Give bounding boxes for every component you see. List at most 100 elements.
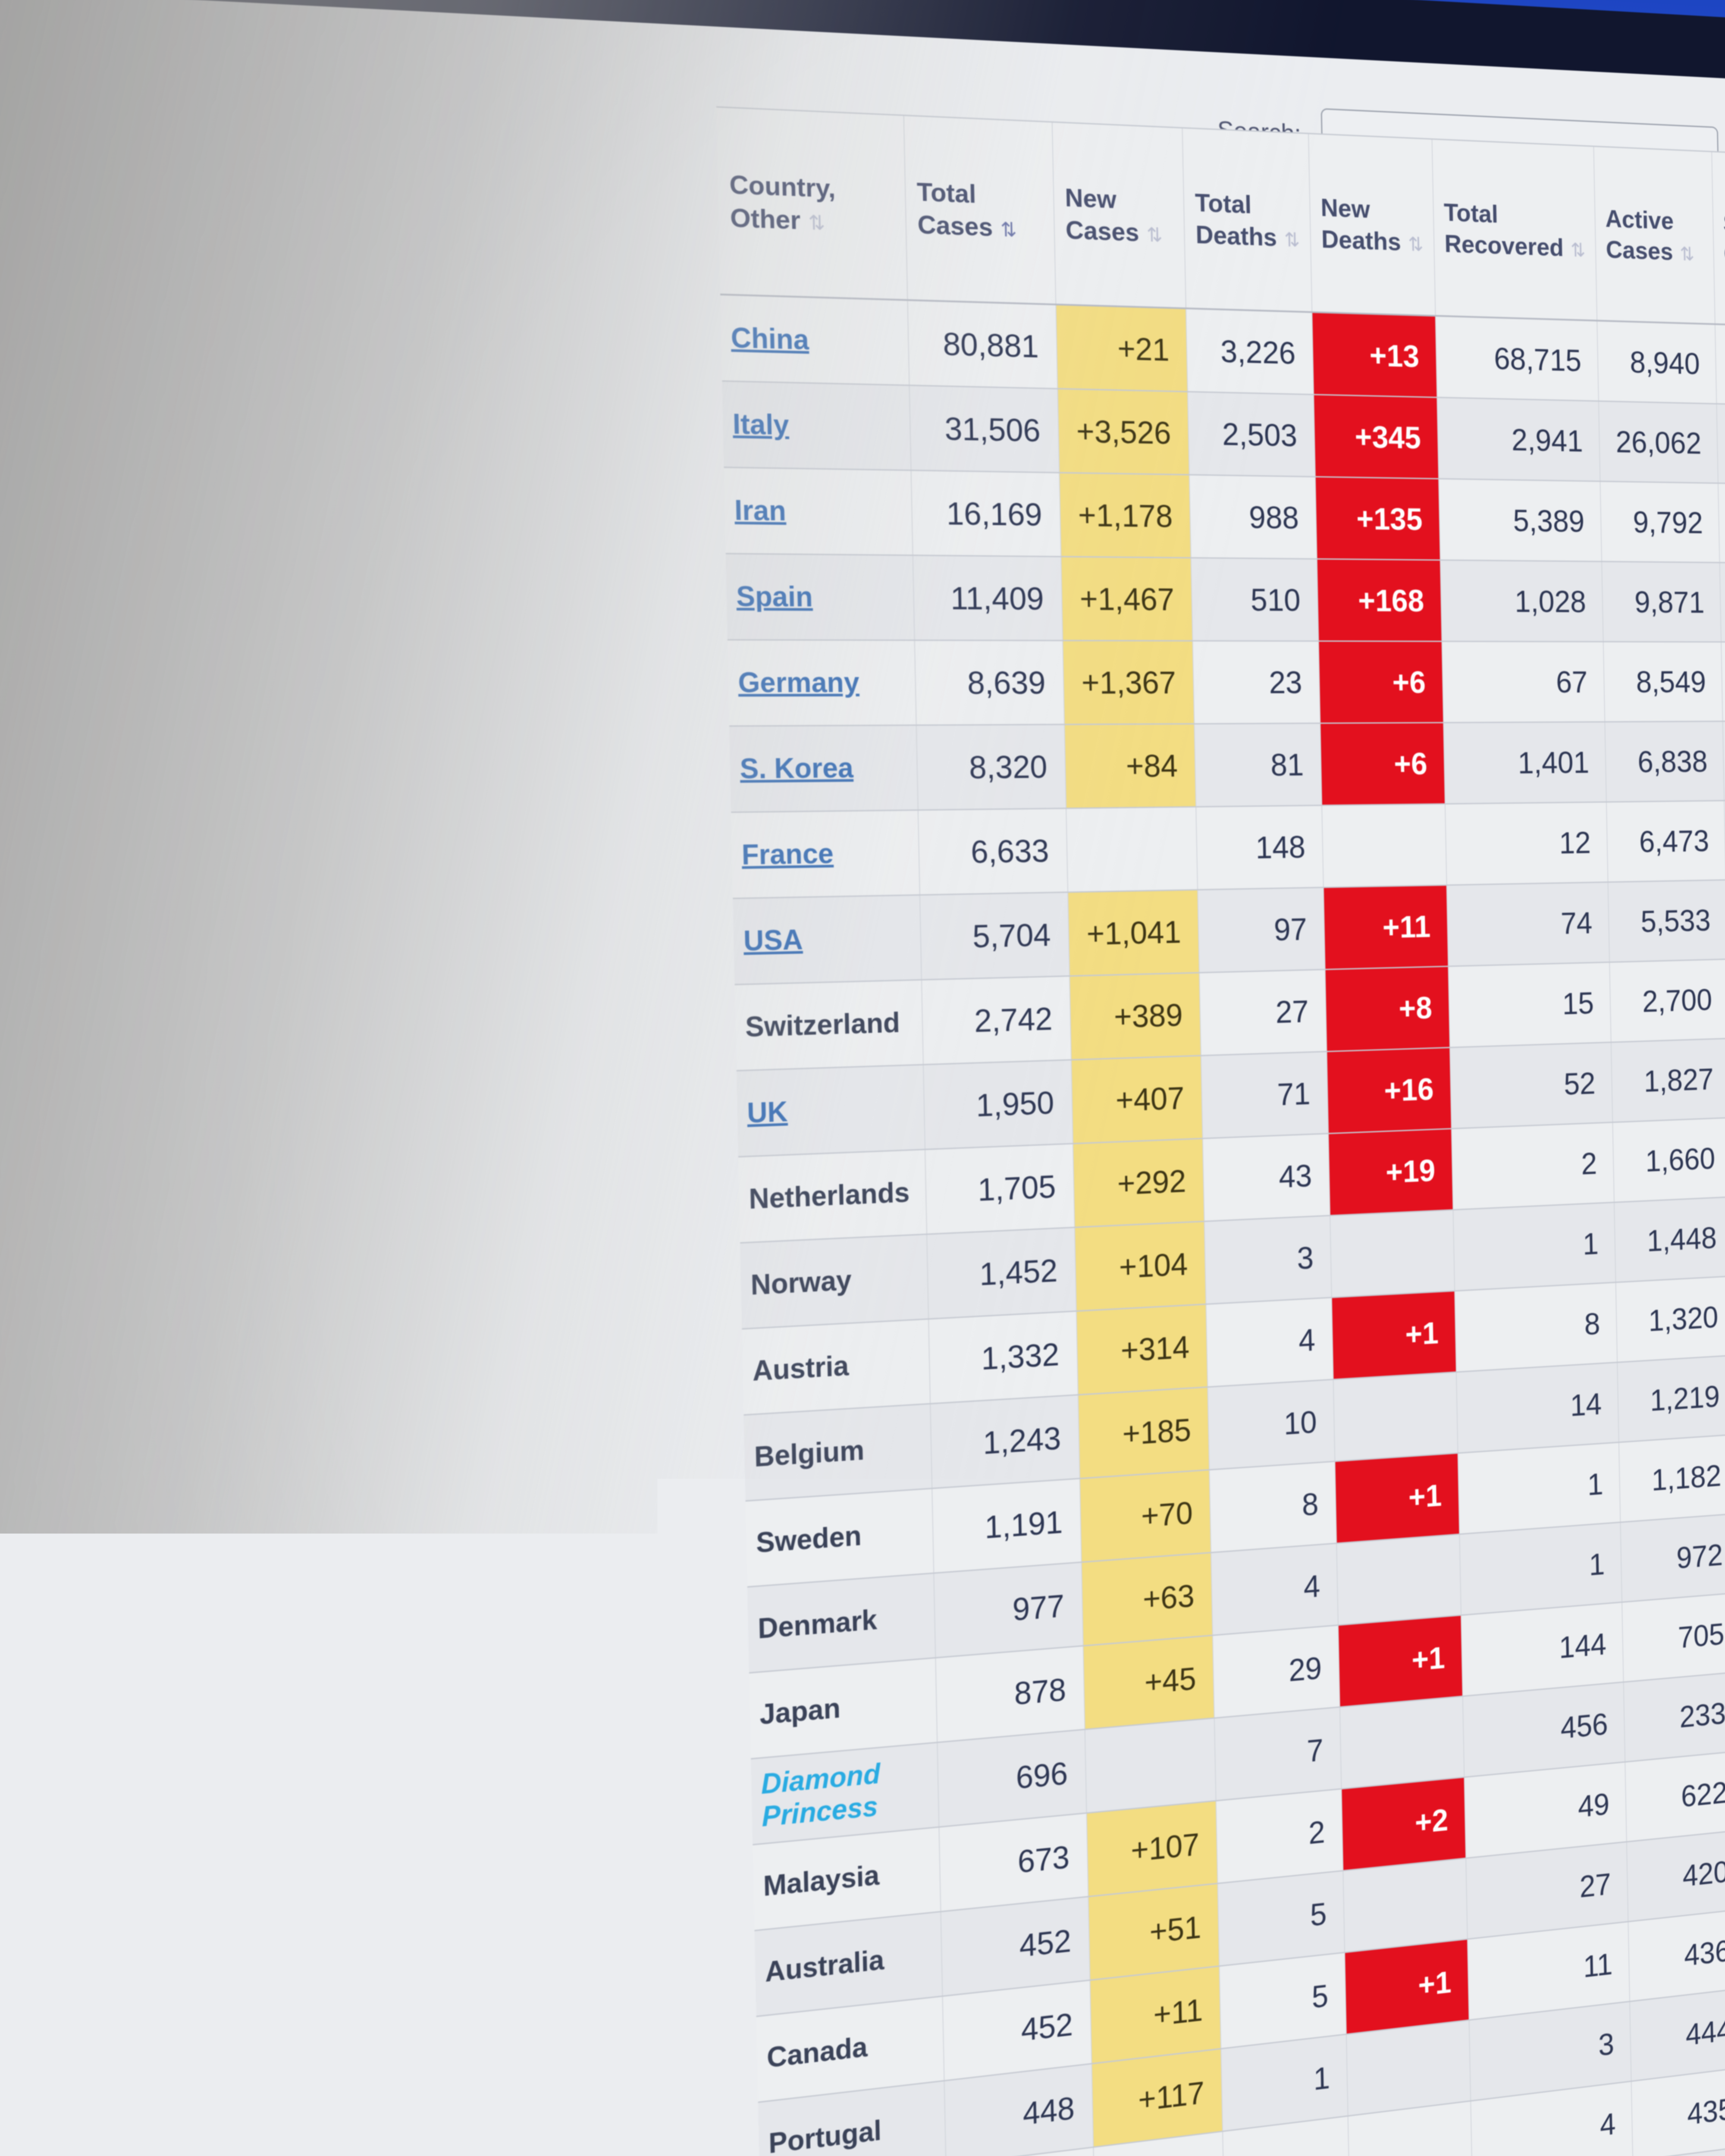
sort-icon[interactable]: ⇅ xyxy=(808,211,825,234)
recovered-cell: 1 xyxy=(1453,1202,1615,1291)
new-cases-cell: +104 xyxy=(1075,1221,1206,1311)
sort-icon[interactable]: ⇅ xyxy=(1284,229,1300,251)
browser-tab-chocolatey[interactable]: Chocolat xyxy=(1462,0,1598,2)
country-link[interactable]: S. Korea xyxy=(740,752,853,785)
country-label: Portugal xyxy=(768,2115,882,2156)
sort-icon[interactable]: ⇅ xyxy=(1408,233,1424,255)
recovered-cell: 1 xyxy=(1458,1442,1620,1534)
active-cell: 1,448 xyxy=(1614,1197,1725,1282)
cases-cell: 16,169 xyxy=(911,470,1061,557)
country-cell: Spain xyxy=(726,554,915,640)
column-header-label: New Cases xyxy=(1065,183,1139,247)
active-cell: 6,838 xyxy=(1605,721,1724,802)
column-header-new_deaths[interactable]: New Deaths ⇅ xyxy=(1308,134,1435,316)
new-deaths-cell: +11 xyxy=(1324,885,1448,970)
deaths-cell: 5 xyxy=(1218,1871,1345,1966)
deaths-cell: 1 xyxy=(1221,2034,1348,2131)
country-cell: Japan xyxy=(749,1658,937,1759)
active-cell: 6,473 xyxy=(1606,801,1725,882)
new-cases-cell: +117 xyxy=(1091,2049,1223,2147)
country-label: Denmark xyxy=(758,1604,878,1645)
deaths-cell: 510 xyxy=(1191,558,1319,641)
active-cell: 26,062 xyxy=(1599,401,1718,483)
deaths-cell: 2,503 xyxy=(1188,392,1315,476)
column-header-label: New Deaths xyxy=(1320,193,1401,256)
sort-icon[interactable]: ⇅ xyxy=(1570,239,1585,261)
country-cell: Belgium xyxy=(744,1404,932,1501)
column-header-recovered[interactable]: Total Recovered ⇅ xyxy=(1432,139,1597,320)
country-label: Australia xyxy=(765,1944,884,1988)
deaths-cell: 27 xyxy=(1199,969,1327,1056)
new-deaths-cell: +6 xyxy=(1320,723,1445,805)
new-cases-cell: +1,367 xyxy=(1063,640,1194,724)
country-link[interactable]: Diamond Princess xyxy=(761,1758,881,1833)
new-cases-cell: +389 xyxy=(1070,973,1201,1060)
new-cases-cell: +63 xyxy=(1082,1553,1213,1646)
sort-icon[interactable]: ⇅ xyxy=(1000,218,1017,241)
active-cell: 1,219 xyxy=(1617,1355,1725,1442)
recovered-cell: 49 xyxy=(1464,1762,1627,1858)
country-link[interactable]: Spain xyxy=(736,580,813,613)
new-deaths-cell: +8 xyxy=(1325,966,1450,1052)
cases-cell: 31,506 xyxy=(909,385,1059,473)
country-link[interactable]: Iran xyxy=(734,494,786,526)
column-header-deaths[interactable]: Total Deaths ⇅ xyxy=(1182,128,1312,312)
country-label: Belgium xyxy=(754,1434,865,1473)
sort-icon[interactable]: ⇅ xyxy=(1146,223,1163,246)
country-link[interactable]: France xyxy=(741,838,834,871)
country-link[interactable]: China xyxy=(731,322,809,355)
recovered-cell: 52 xyxy=(1450,1042,1613,1128)
country-link[interactable]: USA xyxy=(743,924,803,957)
column-header-active[interactable]: Active Cases ⇅ xyxy=(1593,146,1715,324)
cases-cell: 8,320 xyxy=(916,724,1066,810)
sort-icon[interactable]: ⇅ xyxy=(1680,243,1695,265)
country-cell: USA xyxy=(733,895,921,984)
active-cell: 1,182 xyxy=(1619,1435,1725,1523)
deaths-cell: 10 xyxy=(1208,1379,1335,1470)
active-cell: 972 xyxy=(1620,1514,1725,1602)
serious-cell: 3,226 xyxy=(1715,324,1725,407)
country-cell: Iran xyxy=(724,467,913,555)
country-link[interactable]: Italy xyxy=(732,408,789,441)
country-label: Netherlands xyxy=(749,1176,910,1215)
recovered-cell: 74 xyxy=(1446,882,1609,966)
column-header-label: Total Deaths xyxy=(1195,188,1277,251)
recovered-cell: 5,389 xyxy=(1439,479,1602,561)
deaths-cell: 988 xyxy=(1189,475,1317,559)
recovered-cell: 456 xyxy=(1462,1682,1625,1777)
recovered-cell: 12 xyxy=(1445,802,1608,885)
cases-cell: 1,191 xyxy=(932,1479,1082,1573)
deaths-cell: 29 xyxy=(1213,1625,1339,1718)
cases-cell: 5,704 xyxy=(920,892,1070,980)
recovered-cell: 15 xyxy=(1448,962,1611,1047)
country-label: Malaysia xyxy=(763,1859,880,1902)
covid-stats-table: Country, Other ⇅ Total Cases ⇅ New Cases ⇅ Tot… xyxy=(716,106,1725,2156)
deaths-cell: 97 xyxy=(1198,887,1325,973)
new-cases-cell: +70 xyxy=(1080,1470,1211,1562)
new-deaths-cell xyxy=(1343,1858,1467,1952)
new-deaths-cell: +16 xyxy=(1327,1047,1451,1133)
new-cases-cell: +1,467 xyxy=(1061,557,1193,641)
column-header-country[interactable]: Country, Other ⇅ xyxy=(716,107,907,300)
new-deaths-cell: +6 xyxy=(1319,641,1443,723)
country-link[interactable]: Germany xyxy=(738,667,859,699)
country-link[interactable]: UK xyxy=(747,1096,788,1129)
column-header-cases[interactable]: Total Cases ⇅ xyxy=(904,115,1056,304)
recovered-cell: 68,715 xyxy=(1435,316,1599,401)
new-cases-cell: +21 xyxy=(1056,304,1188,392)
table-row: S. Korea8,320+8481+61,4016,83859 xyxy=(729,721,1725,812)
country-cell: Sweden xyxy=(746,1489,934,1587)
recovered-cell: 67 xyxy=(1442,641,1605,722)
deaths-cell: 3,226 xyxy=(1186,308,1314,395)
active-cell: 8,549 xyxy=(1603,642,1723,722)
cases-cell: 2,742 xyxy=(922,976,1071,1065)
new-deaths-cell xyxy=(1340,1696,1464,1789)
new-cases-cell: +407 xyxy=(1071,1056,1203,1144)
column-header-new_cases[interactable]: New Cases ⇅ xyxy=(1052,122,1186,308)
column-header-label: Total Recovered xyxy=(1443,198,1564,261)
new-deaths-cell xyxy=(1336,1534,1461,1625)
active-cell: 9,792 xyxy=(1600,481,1719,562)
country-label: Switzerland xyxy=(745,1007,900,1043)
active-cell: 8,940 xyxy=(1597,321,1716,404)
new-cases-cell: +314 xyxy=(1076,1304,1208,1395)
